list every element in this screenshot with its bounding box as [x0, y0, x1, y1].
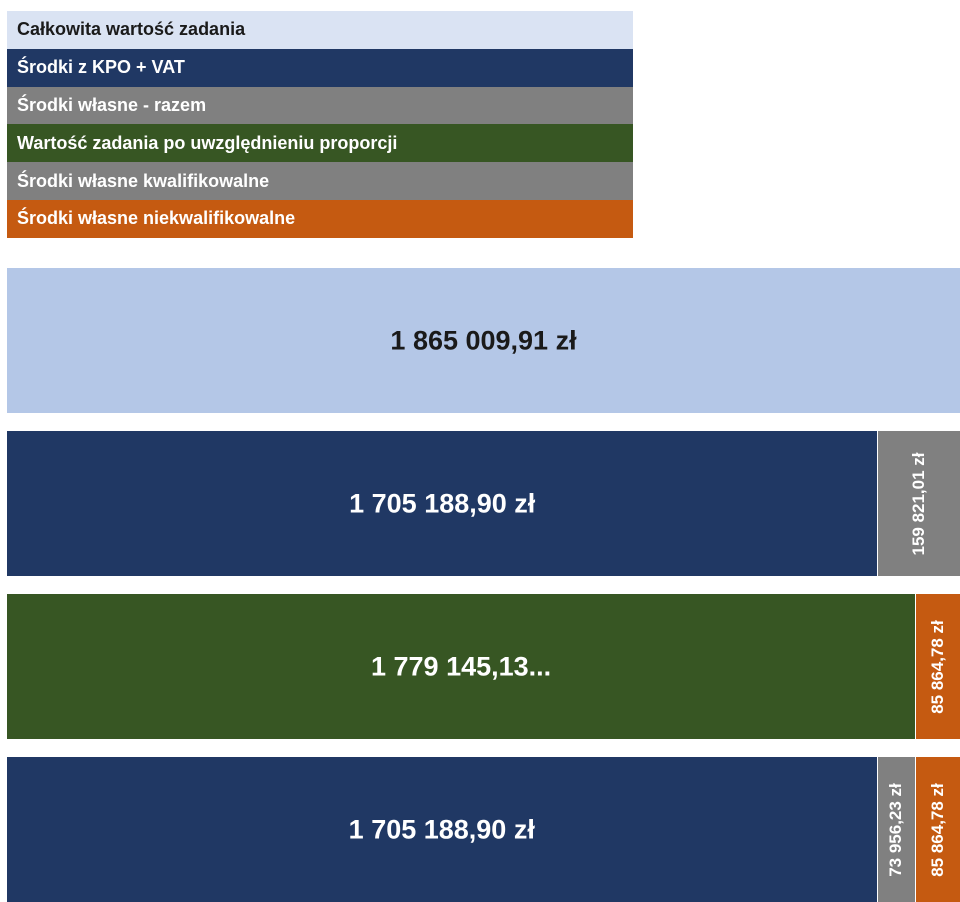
bar-segment: 1 705 188,90 zł — [7, 431, 878, 576]
bar-segment: 1 705 188,90 zł — [7, 757, 877, 902]
legend-item-total: Całkowita wartość zadania — [7, 11, 633, 49]
legend-item-own-total: Środki własne - razem — [7, 86, 633, 125]
legend-item-proportion: Wartość zadania po uwzględnieniu proporc… — [7, 124, 633, 163]
legend: Całkowita wartość zadania Środki z KPO +… — [7, 11, 633, 238]
bar-row: 1 865 009,91 zł — [7, 268, 960, 413]
bar-segment: 159 821,01 zł — [878, 431, 960, 576]
bar-segment: 1 865 009,91 zł — [7, 268, 960, 413]
legend-item-own-eligible: Środki własne kwalifikowalne — [7, 162, 633, 200]
bar-row: 1 705 188,90 zł 73 956,23 zł 85 864,78 zł — [7, 757, 960, 902]
legend-item-kpo: Środki z KPO + VAT — [7, 48, 633, 87]
bar-value-label: 1 865 009,91 zł — [390, 325, 577, 355]
legend-label: Środki własne niekwalifikowalne — [17, 208, 296, 229]
legend-label: Środki własne kwalifikowalne — [17, 170, 270, 191]
bar-value-label: 1 779 145,13... — [371, 651, 552, 681]
legend-item-own-ineligible: Środki własne niekwalifikowalne — [7, 199, 633, 238]
bar-value-label: 1 705 188,90 zł — [348, 814, 535, 844]
bar-segment: 85 864,78 zł — [916, 757, 960, 902]
bar-segment: 73 956,23 zł — [877, 757, 916, 902]
bar-value-label: 73 956,23 zł — [886, 782, 906, 877]
bar-row: 1 705 188,90 zł 159 821,01 zł — [7, 431, 960, 576]
bar-segment: 85 864,78 zł — [916, 594, 960, 739]
legend-label: Środki z KPO + VAT — [17, 57, 185, 78]
bar-value-label: 85 864,78 zł — [928, 782, 948, 877]
legend-label: Środki własne - razem — [17, 94, 207, 115]
legend-label: Wartość zadania po uwzględnieniu proporc… — [17, 132, 398, 153]
legend-label: Całkowita wartość zadania — [17, 19, 246, 40]
bar-value-label: 159 821,01 zł — [909, 451, 929, 556]
bar-row: 1 779 145,13... 85 864,78 zł — [7, 594, 960, 739]
bar-segment: 1 779 145,13... — [7, 594, 916, 739]
bar-value-label: 1 705 188,90 zł — [349, 488, 536, 518]
bar-value-label: 85 864,78 zł — [928, 619, 948, 714]
